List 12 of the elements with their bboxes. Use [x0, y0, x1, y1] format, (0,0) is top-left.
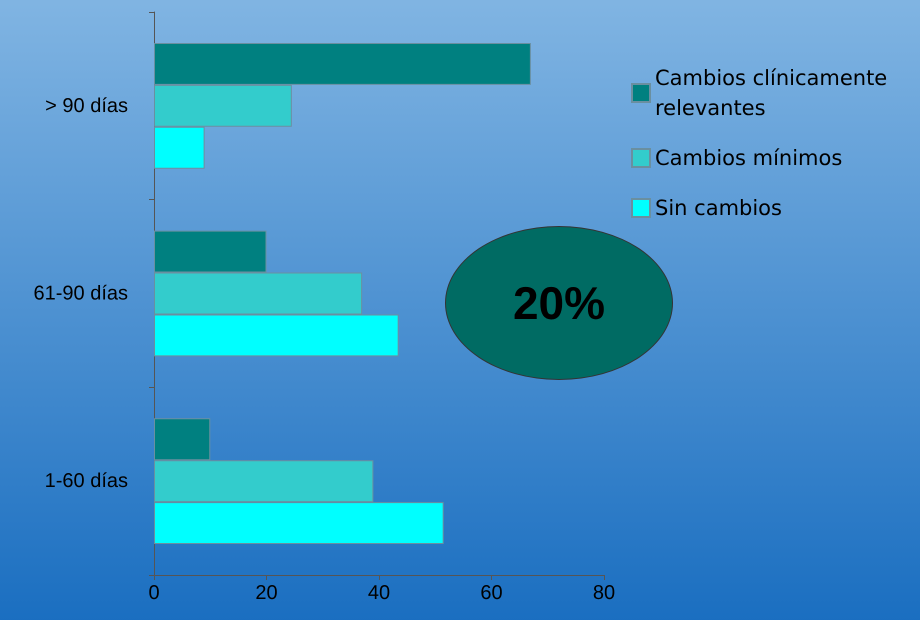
x-tick-label: 60 [480, 582, 503, 604]
y-tick-label: > 90 días [45, 94, 128, 117]
x-tick-label: 80 [592, 582, 616, 604]
oval-shape: 20% [445, 226, 673, 380]
x-tick-label: 0 [148, 582, 160, 604]
legend-label: Cambios mínimos [655, 146, 842, 170]
legend-label: Cambios clínicamente relevantes [655, 66, 894, 120]
y-tick-label: 61-90 días [33, 282, 128, 304]
legend-label: Sin cambios [655, 196, 782, 220]
x-tick-label: 20 [255, 582, 278, 604]
x-tick-label: 40 [368, 582, 390, 604]
y-tick-label: 1-60 días [44, 470, 128, 492]
